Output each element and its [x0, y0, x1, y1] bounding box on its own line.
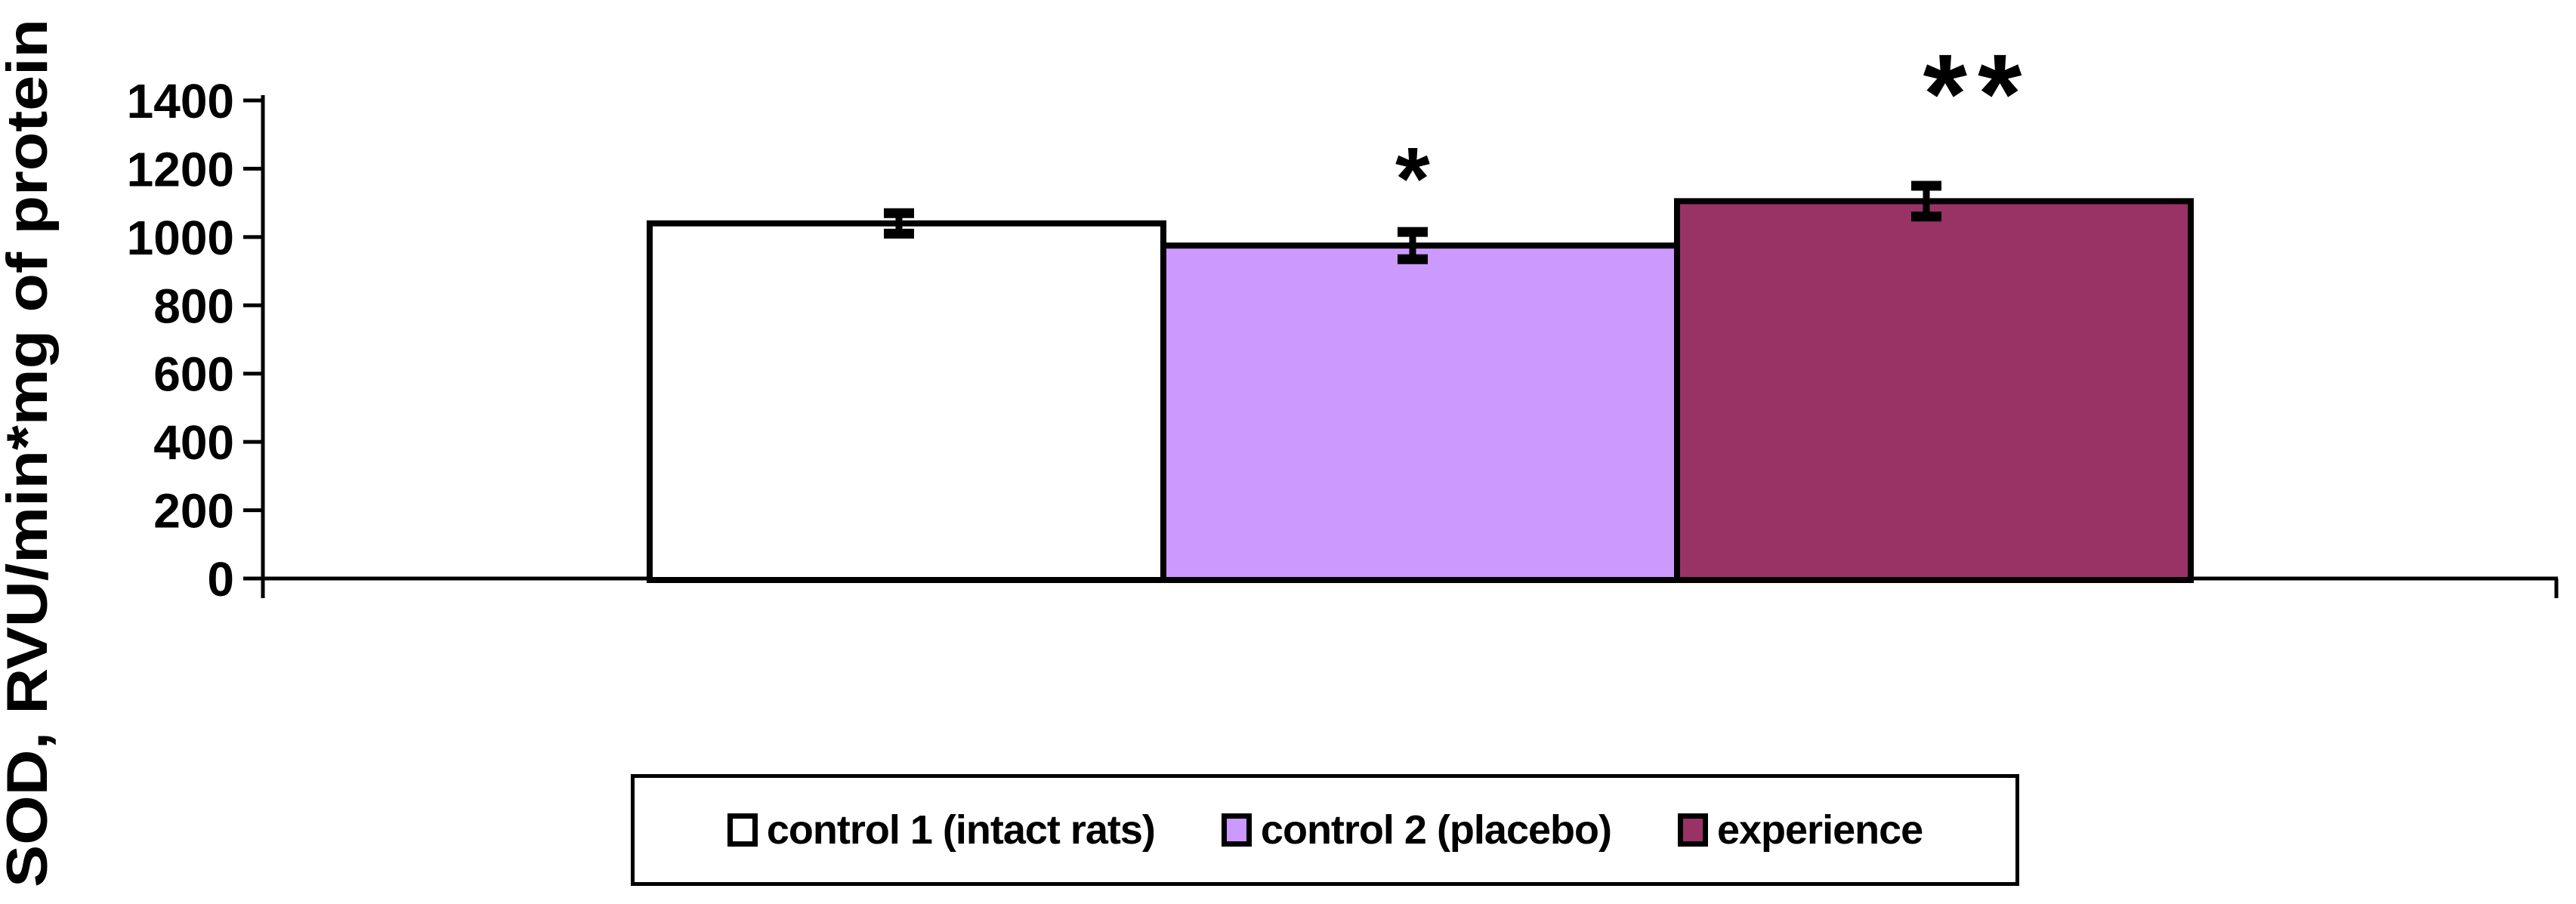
legend-item-control-2: control 2 (placebo)	[1221, 807, 1612, 853]
y-tick-label: 1400	[127, 74, 234, 128]
legend-label-control-1: control 1 (intact rats)	[766, 807, 1156, 853]
y-tick-label: 800	[153, 279, 234, 333]
bar-experience	[1674, 198, 2194, 583]
legend-swatch-control-1	[727, 813, 758, 847]
y-tick-label: 0	[207, 552, 234, 606]
y-tick-label: 1000	[127, 211, 234, 265]
bar-control-1-intact-rats	[647, 220, 1166, 583]
bars	[647, 198, 2194, 583]
legend-label-control-2: control 2 (placebo)	[1260, 807, 1612, 853]
legend-label-experience: experience	[1716, 807, 1923, 853]
legend-item-control-1: control 1 (intact rats)	[727, 807, 1156, 853]
y-tick-label: 1200	[127, 142, 234, 196]
axes: 0 200 400 600 800 1000 1200 1400	[127, 74, 2559, 606]
legend-item-experience: experience	[1677, 807, 1923, 853]
error-bars	[884, 180, 1941, 264]
y-axis-title: SOD, RVU/min*mg of protein	[0, 19, 60, 887]
y-tick-label: 600	[153, 347, 234, 402]
legend-swatch-control-2	[1221, 813, 1252, 847]
y-tick-label: 200	[153, 484, 234, 538]
significance-annotations: ***	[1395, 30, 2033, 229]
significance-asterisk: *	[1395, 129, 1430, 229]
legend: control 1 (intact rats) control 2 (place…	[631, 774, 2019, 886]
y-tick-label: 400	[153, 415, 234, 470]
bar-control-2-placebo	[1160, 242, 1680, 583]
legend-swatch-experience	[1677, 813, 1708, 847]
significance-asterisk: **	[1923, 30, 2033, 157]
